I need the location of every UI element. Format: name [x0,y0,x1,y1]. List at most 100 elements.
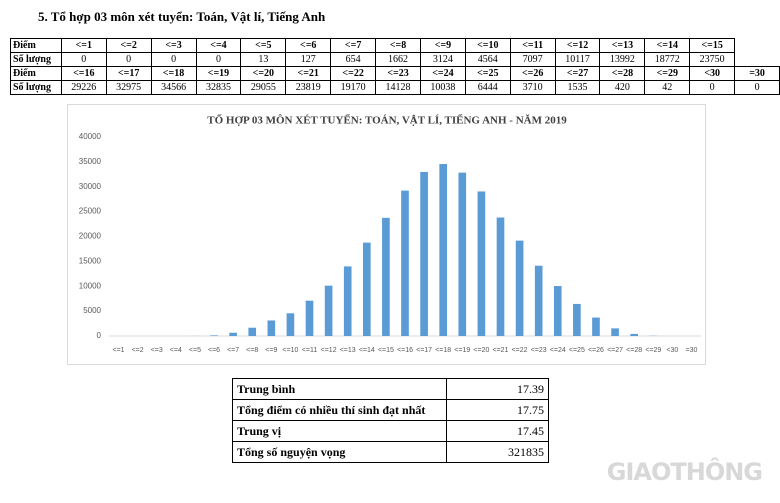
count-cell: 0 [689,80,736,95]
y-tick-label: 10000 [79,281,102,290]
bar [534,265,543,336]
x-tick-label: <=3 [151,347,163,354]
y-tick-label: 30000 [79,182,102,191]
count-cell: 0 [105,52,152,67]
bar [611,328,619,336]
score-cell: <=4 [195,38,242,53]
x-tick-label: <=26 [588,347,604,354]
summary-row: Trung bình 17.39 [232,378,549,400]
row-header: Điểm [10,66,62,81]
x-tick-label: <30 [666,347,678,354]
score-cell: =30 [734,66,780,81]
x-tick-label: <=14 [359,347,375,354]
x-tick-label: <=7 [227,347,239,354]
score-cell: <=23 [375,66,421,81]
summary-row: Trung vị 17.45 [232,420,549,442]
x-tick-label: <=20 [473,347,489,354]
score-cell: <=9 [419,38,466,53]
x-tick-label: <=18 [435,347,451,354]
row-header: Số lượng [10,52,62,67]
x-tick-label: <=13 [340,347,356,354]
x-tick-label: <=19 [454,347,470,354]
bar [267,320,276,336]
x-tick-label: <=9 [265,347,277,354]
bar [324,285,333,336]
score-cell: <=21 [285,66,332,81]
summary-label: Trung vị [232,420,447,442]
y-tick-label: 35000 [79,157,102,166]
count-cell: 0 [60,52,107,67]
summary-table: Trung bình 17.39 Tổng điểm có nhiều thí si… [232,378,549,463]
x-tick-label: <=5 [189,347,201,354]
score-cell: <=25 [464,66,511,81]
count-cell: 7097 [509,52,556,67]
x-tick-label: <=1 [113,347,125,354]
count-cell: 34566 [150,80,197,95]
count-cell: 29226 [60,80,107,95]
count-cell: 420 [599,80,646,95]
score-cell: <=3 [150,38,197,53]
count-cell: 6444 [464,80,511,95]
count-cell: 4564 [464,52,511,67]
x-tick-label: <=15 [378,347,394,354]
score-cell: <=19 [195,66,242,81]
y-tick-label: 5000 [83,306,101,315]
score-cell: <=11 [509,38,556,53]
score-cell: <=6 [285,38,332,53]
summary-label: Tổng số nguyện vọng [232,441,447,463]
summary-row: Tổng số nguyện vọng 321835 [232,441,549,463]
count-cell: 19170 [330,80,377,95]
score-cell: <=20 [240,66,287,81]
y-tick-label: 40000 [79,132,102,141]
count-cell: 10038 [419,80,466,95]
bar [439,164,448,336]
count-cell: 0 [150,52,197,67]
score-cell: <=5 [240,38,287,53]
count-cell: 42 [644,80,691,95]
bar [401,190,409,336]
row-header: Số lượng [10,80,62,95]
summary-value: 17.75 [446,399,549,421]
count-cell: 32835 [195,80,242,95]
score-cell: <=1 [60,38,107,53]
x-tick-label: <=27 [607,347,623,354]
score-cell: <=28 [599,66,646,81]
watermark: GIAOTHÔNG [606,458,763,486]
summary-label: Trung bình [232,378,447,400]
chart-title: TỔ HỢP 03 MÔN XÉT TUYỂN: TOÁN, VẬT LÍ, T… [207,114,567,127]
summary-value: 17.39 [446,378,549,400]
count-cell: 13 [240,52,287,67]
x-tick-label: <=23 [531,347,547,354]
bar [248,327,257,336]
bar [573,303,581,336]
count-cell: 18772 [644,52,691,67]
bar [229,332,237,336]
count-cell: 23819 [285,80,332,95]
bar [343,266,352,336]
bar [382,217,390,336]
x-tick-label: <=6 [208,347,220,354]
summary-row: Tổng điểm có nhiều thí sinh đạt nhất 17.7… [232,399,549,421]
x-tick-label: <=8 [246,347,258,354]
x-tick-label: <=12 [321,347,337,354]
score-cell: <=8 [375,38,421,53]
x-tick-label: <=25 [569,347,585,354]
bar [458,172,467,336]
x-tick-label: <=17 [416,347,432,354]
bar [305,300,314,336]
bar [362,242,371,336]
summary-value: 17.45 [446,420,549,442]
y-tick-label: 25000 [79,207,102,216]
y-tick-label: 0 [97,331,102,340]
x-tick-label: <=11 [302,347,318,354]
summary-label: Tổng điểm có nhiều thí sinh đạt nhất [232,399,447,421]
x-tick-label: <=4 [170,347,182,354]
count-cell: 0 [195,52,242,67]
count-cell: 3710 [509,80,556,95]
count-cell: 1535 [554,80,601,95]
score-cell: <=10 [464,38,511,53]
x-tick-label: <=24 [550,347,566,354]
bar [477,191,486,336]
chart: TỔ HỢP 03 MÔN XÉT TUYỂN: TOÁN, VẬT LÍ, T… [67,104,706,365]
